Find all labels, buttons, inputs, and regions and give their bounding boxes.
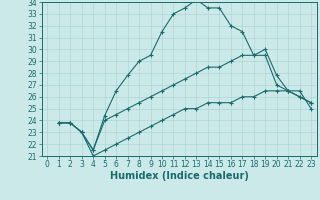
X-axis label: Humidex (Indice chaleur): Humidex (Indice chaleur): [110, 171, 249, 181]
